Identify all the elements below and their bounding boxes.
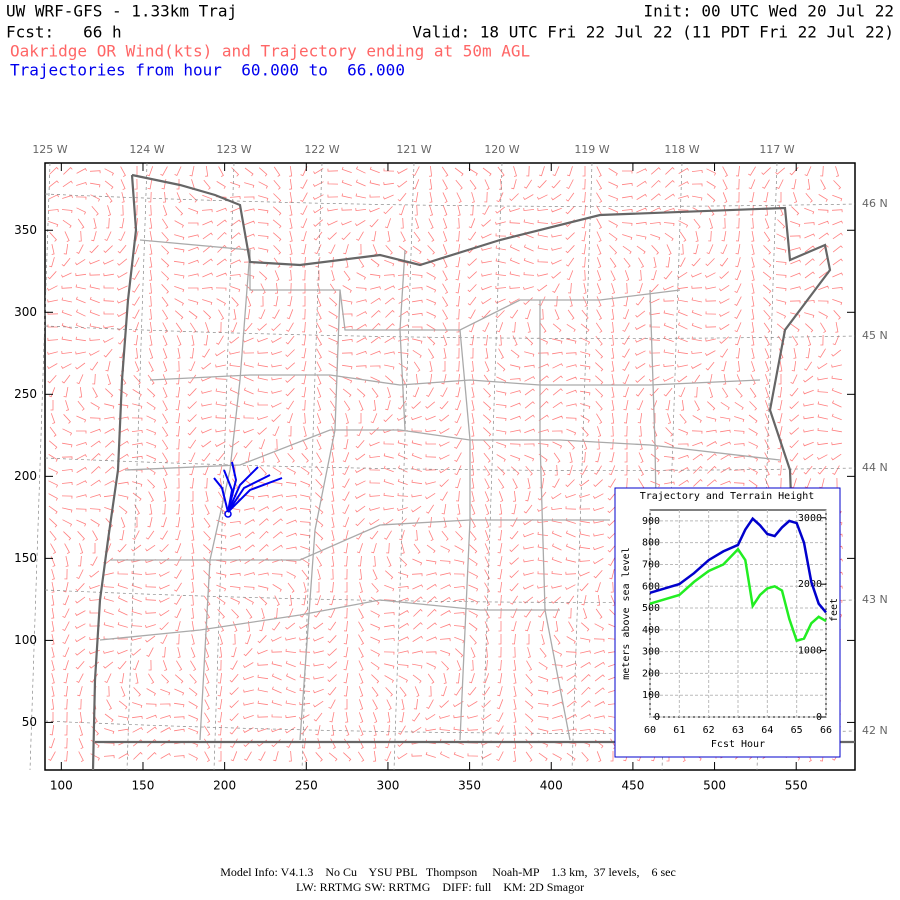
y2-tick-label: 1000 xyxy=(798,646,822,657)
county-border xyxy=(149,374,761,386)
footer-line2: LW: RRTMG SW: RRTMG DIFF: full KM: 2D Sm… xyxy=(296,880,584,894)
latitude-label: 45 N xyxy=(862,329,888,342)
latitude-line xyxy=(44,589,856,603)
header-traj-range: Trajectories from hour 60.000 to 66.000 xyxy=(10,61,405,80)
longitude-label: 118 W xyxy=(664,143,699,156)
series-line xyxy=(649,516,827,614)
longitude-label: 125 W xyxy=(32,143,67,156)
y-tick-label: 150 xyxy=(14,551,37,565)
county-border xyxy=(459,329,471,741)
longitude-label: 117 W xyxy=(759,143,794,156)
header-subtitle: Oakridge OR Wind(kts) and Trajectory end… xyxy=(10,42,530,61)
y-tick-label: 900 xyxy=(642,516,660,527)
x-tick-label: 500 xyxy=(703,779,726,793)
y2-tick-label: 3000 xyxy=(798,513,822,524)
county-border xyxy=(99,599,560,641)
y-tick-label: 800 xyxy=(642,538,660,549)
x-tick-label: 61 xyxy=(673,725,685,736)
x-tick-label: 65 xyxy=(791,725,803,736)
latitude-label: 42 N xyxy=(862,724,888,737)
county-border xyxy=(199,249,251,741)
longitude-label: 121 W xyxy=(396,143,431,156)
y-axis-label: meters above sea level xyxy=(621,547,632,679)
county-border xyxy=(139,239,681,331)
longitude-line xyxy=(481,162,503,771)
inset-frame xyxy=(614,487,841,758)
trajectory xyxy=(227,461,238,513)
trajectory xyxy=(213,477,229,513)
y-tick-label: 600 xyxy=(642,581,660,592)
longitude-label: 124 W xyxy=(129,143,164,156)
y-tick-label: 350 xyxy=(14,223,37,237)
longitude-line xyxy=(126,162,148,771)
latitude-line xyxy=(44,193,856,207)
y-tick-label: 200 xyxy=(14,469,37,483)
longitude-line xyxy=(571,162,593,771)
series-line xyxy=(649,547,827,643)
trajectory-end xyxy=(224,510,232,518)
x-tick-label: 64 xyxy=(761,725,773,736)
x-axis-label: Fcst Hour xyxy=(711,739,765,750)
longitude-line xyxy=(393,162,415,771)
x-tick-label: 100 xyxy=(50,779,73,793)
y-tick-label: 100 xyxy=(642,690,660,701)
county-border xyxy=(399,249,406,431)
trajectory xyxy=(227,477,283,513)
y-tick-label: 300 xyxy=(14,305,37,319)
latitude-line xyxy=(44,720,856,734)
y-tick-label: 50 xyxy=(22,715,37,729)
longitude-label: 123 W xyxy=(216,143,251,156)
longitude-label: 122 W xyxy=(304,143,339,156)
header-title: UW WRF-GFS - 1.33km Traj xyxy=(6,2,237,21)
longitude-label: 120 W xyxy=(484,143,519,156)
x-tick-label: 450 xyxy=(621,779,644,793)
x-tick-label: 150 xyxy=(132,779,155,793)
x-tick-label: 350 xyxy=(458,779,481,793)
x-tick-label: 400 xyxy=(540,779,563,793)
trajectory xyxy=(227,466,259,513)
county-border xyxy=(124,429,781,471)
county-border xyxy=(299,289,341,741)
y-tick-label: 700 xyxy=(642,559,660,570)
header-valid: Valid: 18 UTC Fri 22 Jul 22 (11 PDT Fri … xyxy=(412,23,894,42)
x-tick-label: 300 xyxy=(376,779,399,793)
x-tick-label: 62 xyxy=(703,725,715,736)
x-tick-label: 550 xyxy=(785,779,808,793)
latitude-label: 46 N xyxy=(862,197,888,210)
y2-axis-label: feet xyxy=(829,598,840,622)
x-tick-label: 60 xyxy=(644,725,656,736)
latitude-label: 44 N xyxy=(862,461,888,474)
inset-title: Trajectory and Terrain Height xyxy=(640,491,815,502)
x-tick-label: 66 xyxy=(820,725,832,736)
state-border xyxy=(131,173,832,743)
x-tick-label: 200 xyxy=(213,779,236,793)
coastline xyxy=(91,174,138,771)
header-init: Init: 00 UTC Wed 20 Jul 22 xyxy=(644,2,894,21)
longitude-line xyxy=(29,162,51,771)
y2-tick-label: 2000 xyxy=(798,579,822,590)
header-forecast: Fcst: 66 h xyxy=(6,23,122,42)
y-tick-label: 100 xyxy=(14,633,37,647)
longitude-line xyxy=(213,162,235,771)
y-tick-label: 300 xyxy=(642,647,660,658)
latitude-line xyxy=(44,457,856,471)
trajectory xyxy=(227,474,271,513)
y2-tick-label: 0 xyxy=(816,712,822,723)
y-tick-label: 400 xyxy=(642,625,660,636)
x-tick-label: 63 xyxy=(732,725,744,736)
y-tick-label: 200 xyxy=(642,668,660,679)
latitude-line xyxy=(44,325,856,339)
x-tick-label: 250 xyxy=(295,779,318,793)
y-tick-label: 0 xyxy=(654,712,660,723)
footer-line1: Model Info: V4.1.3 No Cu YSU PBL Thompso… xyxy=(220,865,676,879)
latitude-label: 43 N xyxy=(862,593,888,606)
county-border xyxy=(539,300,571,741)
y-tick-label: 250 xyxy=(14,387,37,401)
y-tick-label: 500 xyxy=(642,603,660,614)
longitude-label: 119 W xyxy=(574,143,609,156)
